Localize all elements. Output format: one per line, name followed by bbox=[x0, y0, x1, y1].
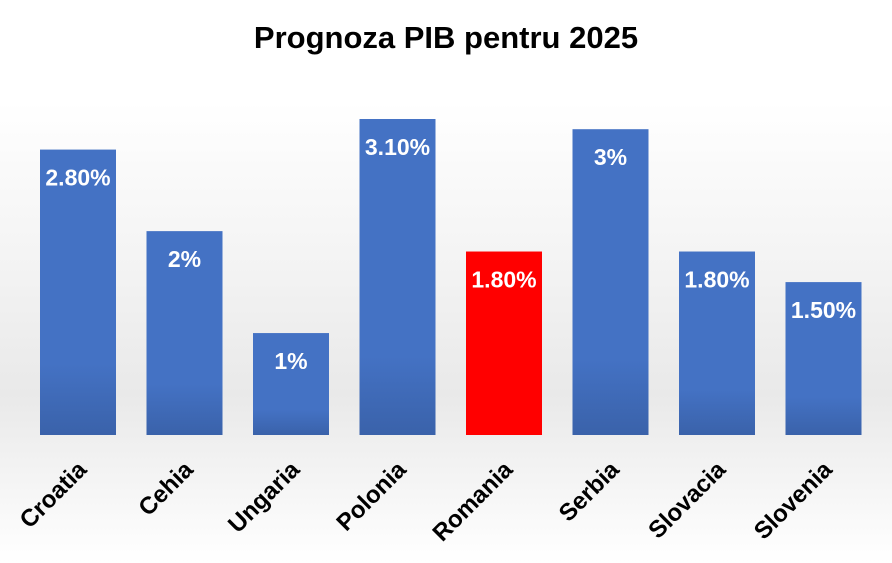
bar-slovenia bbox=[785, 282, 862, 435]
bars bbox=[40, 119, 862, 436]
x-tick-cehia: Cehia bbox=[133, 456, 199, 522]
x-tick-ungaria: Ungaria bbox=[223, 456, 306, 539]
chart-title: Prognoza PIB pentru 2025 bbox=[254, 20, 638, 55]
bar-ungaria bbox=[253, 333, 329, 435]
x-tick-polonia: Polonia bbox=[331, 456, 412, 537]
data-label-slovenia: 1.50% bbox=[791, 297, 856, 323]
bar-polonia bbox=[359, 119, 436, 435]
bar-croatia bbox=[40, 149, 116, 436]
bar-romania bbox=[466, 251, 542, 435]
x-tick-slovacia: Slovacia bbox=[643, 456, 731, 544]
x-tick-romania: Romania bbox=[427, 456, 518, 547]
data-label-slovacia: 1.80% bbox=[684, 267, 749, 293]
data-label-serbia: 3% bbox=[594, 144, 627, 170]
bar-serbia bbox=[572, 129, 649, 435]
x-tick-serbia: Serbia bbox=[554, 456, 625, 527]
x-tick-slovenia: Slovenia bbox=[749, 456, 838, 545]
data-label-polonia: 3.10% bbox=[365, 134, 430, 160]
data-label-romania: 1.80% bbox=[471, 267, 536, 293]
data-labels: 2.80% 2% 1% 3.10% 1.80% 3% 1.80% 1.50% bbox=[45, 134, 856, 374]
data-label-ungaria: 1% bbox=[274, 348, 307, 374]
data-label-croatia: 2.80% bbox=[45, 165, 110, 191]
bar-cehia bbox=[146, 231, 223, 435]
data-label-cehia: 2% bbox=[168, 246, 201, 272]
x-tick-croatia: Croatia bbox=[15, 456, 93, 534]
x-axis-tick-labels: Croatia Cehia Ungaria Polonia Romania Serbia S… bbox=[15, 456, 839, 547]
bar-slovacia bbox=[679, 251, 755, 435]
